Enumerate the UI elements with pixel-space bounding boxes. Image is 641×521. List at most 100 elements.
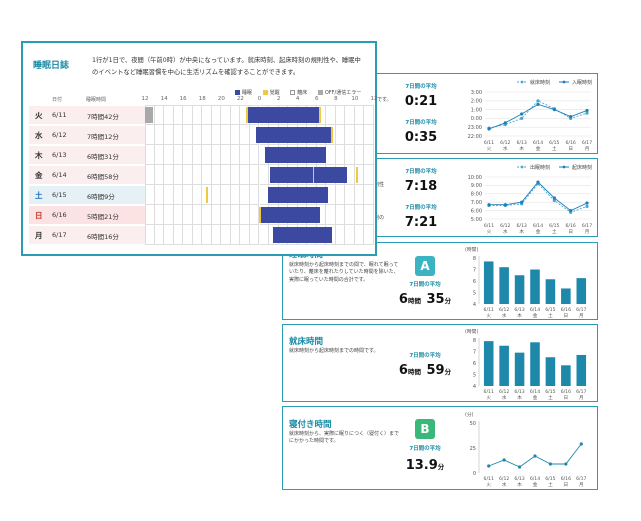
grid-cell [249, 165, 260, 185]
y-axis-unit: (分) [465, 411, 474, 418]
grid-cell [183, 165, 193, 185]
x-day-label: 火 [487, 229, 492, 235]
grid-cell [335, 185, 346, 205]
hour-tick: 20 [217, 96, 225, 102]
grid-cell [192, 105, 203, 125]
grid-cell [345, 105, 355, 125]
x-tick-label: 6/16 [561, 476, 571, 482]
y-axis-unit: (時間) [465, 247, 478, 253]
bedtime-avg-value: 0:21 [404, 94, 438, 109]
diary-row[interactable]: 木 6/13 6時間31分 [29, 146, 145, 164]
x-day-label: 金 [533, 481, 538, 488]
off-mark [145, 107, 153, 123]
y-tick-label: 5:00 [471, 217, 482, 223]
x-tick-label: 6/13 [517, 140, 527, 146]
x-tick-label: 6/14 [530, 389, 540, 395]
diary-row[interactable]: 水 6/12 7時間12分 [29, 126, 145, 144]
grid-cell [164, 225, 174, 245]
y-tick-label: 22:00 [468, 134, 482, 140]
grid-cell [192, 145, 203, 165]
x-tick-label: 6/14 [530, 307, 540, 313]
legend-wake: 覚醒 [262, 89, 280, 96]
y-tick-label: 8 [473, 338, 476, 344]
x-tick-label: 6/14 [533, 223, 543, 229]
grid-cell [164, 105, 174, 125]
legend-out-of-bed-swatch [290, 90, 296, 95]
sleep-onset-avg-label: 7日間の平均 [405, 120, 437, 126]
grid-cell [211, 125, 222, 145]
data-point [536, 102, 540, 106]
diary-row[interactable]: 火 6/11 7時間42分 [29, 106, 145, 124]
row-date: 6/15 [52, 191, 67, 199]
x-day-label: 火 [486, 313, 491, 319]
x-day-label: 土 [548, 312, 553, 319]
bed-time-chart: (時間) 8 7 6 5 4 6/11火 6/12水 6/13木 6/14金 6/15土 6/16日 6… [465, 329, 587, 401]
grid-cell [164, 145, 174, 165]
row-duration: 5時間21分 [87, 213, 119, 221]
diary-row[interactable]: 月 6/17 6時間16分 [29, 226, 145, 244]
latency-avg-value: 13.9分 [405, 458, 445, 473]
diary-row[interactable]: 土 6/15 6時間9分 [29, 186, 145, 204]
data-point [569, 115, 573, 119]
grid-cell [316, 105, 327, 125]
latency-chart: (分) 50 25 0 6/11火 6/12水 6/13木 6/14金 6/15土 6/16日 6/… [465, 411, 587, 488]
row-date: 6/16 [52, 211, 67, 219]
x-day-label: 月 [579, 395, 584, 401]
data-point [552, 196, 556, 200]
grid-cell [249, 225, 260, 245]
y-tick-label: 10:00 [468, 175, 482, 181]
grid-cell [326, 225, 336, 245]
grid-cell [230, 165, 241, 185]
grid-cell [335, 125, 346, 145]
grid-cell [221, 165, 231, 185]
sleep-bar [268, 187, 329, 203]
grid-cell [202, 105, 212, 125]
data-point [520, 116, 524, 120]
grid-cell [335, 145, 346, 165]
bar [499, 345, 509, 386]
x-tick-label: 6/13 [514, 476, 524, 482]
legend-off-swatch [317, 90, 323, 95]
hour-tick: 22 [236, 96, 244, 102]
diary-row[interactable]: 日 6/16 5時間21分 [29, 206, 145, 224]
data-point [533, 454, 537, 458]
y-tick-label: 25 [470, 446, 476, 452]
wake-mark [331, 127, 334, 143]
legend-wake-swatch [262, 90, 268, 95]
x-tick-label: 6/12 [500, 140, 510, 146]
x-day-label: 火 [486, 482, 491, 488]
row-duration: 6時間16分 [87, 233, 119, 241]
bedtime-chart: 3:00 2:00 1:00 0:00 23:00 22:00 就床時刻 入眠時刻 6/11火 6… [468, 79, 593, 152]
grid-cell [164, 165, 174, 185]
bar [514, 352, 525, 386]
grid-cell [211, 165, 222, 185]
bar [499, 267, 509, 304]
grid-cell [326, 145, 336, 165]
bed-time-desc: 就床時刻から起床時刻までの時間です。 [289, 348, 379, 354]
x-day-label: 月 [579, 482, 584, 488]
grid-cell [183, 185, 193, 205]
grid-cell [154, 205, 165, 225]
row-duration: 6時間31分 [87, 153, 119, 161]
grid-cell [364, 185, 374, 205]
legend-label: 起床時刻 [572, 164, 592, 171]
x-day-label: 木 [517, 394, 522, 401]
grid-cell [326, 105, 336, 125]
x-tick-label: 6/14 [530, 476, 540, 482]
x-tick-label: 6/15 [549, 140, 559, 146]
x-day-label: 土 [548, 481, 553, 488]
sleep-diary-card: 睡眠日誌 1行が1日で、夜間（午前0時）が中央になっています。就床時刻、起床時刻… [22, 42, 378, 255]
grid-cell [211, 205, 222, 225]
x-day-label: 水 [502, 394, 507, 401]
data-point [564, 462, 568, 466]
grid-cell [240, 205, 250, 225]
grid-cell [202, 125, 212, 145]
x-day-label: 日 [564, 395, 569, 401]
diary-row[interactable]: 金 6/14 6時間58分 [29, 166, 145, 184]
grid-cell [145, 125, 155, 145]
data-point [552, 108, 556, 112]
grid-cell [354, 125, 365, 145]
x-tick-label: 6/14 [533, 140, 543, 146]
grid-cell [173, 185, 184, 205]
legend-label: 就床時刻 [530, 79, 550, 86]
